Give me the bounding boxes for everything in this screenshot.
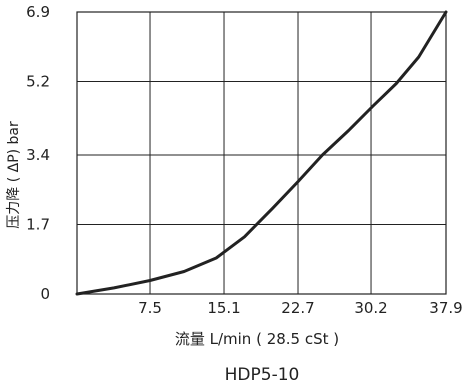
- x-tick-label: 7.5: [138, 299, 162, 317]
- x-tick-label: 22.7: [281, 299, 314, 317]
- y-tick-label: 6.9: [26, 3, 50, 21]
- x-tick-labels: 7.5 15.1 22.7 30.2 37.9: [138, 299, 463, 317]
- series-line: [75, 10, 448, 296]
- x-tick-label: 15.1: [207, 299, 240, 317]
- y-tick-label: 3.4: [26, 146, 50, 164]
- y-tick-label: 5.2: [26, 72, 50, 90]
- x-tick-label: 37.9: [429, 299, 462, 317]
- y-axis-label: 压力降 ( ΔP) bar: [6, 121, 22, 229]
- grid: [76, 11, 447, 295]
- x-tick-label: 30.2: [354, 299, 387, 317]
- series-group: [75, 10, 448, 296]
- x-axis-label: 流量 L/min ( 28.5 cSt ): [175, 330, 339, 348]
- y-tick-label: 0: [40, 285, 50, 303]
- chart-subtitle: HDP5-10: [225, 365, 300, 385]
- y-tick-label: 1.7: [26, 216, 50, 234]
- y-tick-labels: 0 1.7 3.4 5.2 6.9: [26, 3, 50, 303]
- plot-frame: [76, 11, 447, 295]
